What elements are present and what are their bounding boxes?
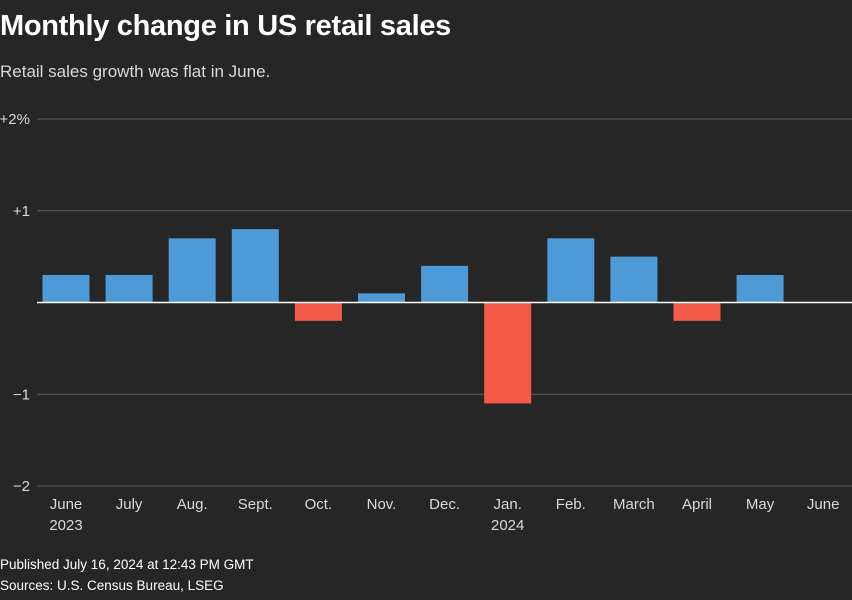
y-tick-label: +1 xyxy=(13,203,30,220)
x-tick-label: Aug. xyxy=(177,496,208,513)
x-year-label: 2024 xyxy=(491,517,524,534)
bar-chart: +2% +1 −1 −2 June 2023 July Aug. Sept. Oct. Nov. De… xyxy=(0,111,852,534)
sources-text: Sources: U.S. Census Bureau, LSEG xyxy=(0,578,224,593)
chart-subtitle: Retail sales growth was flat in June. xyxy=(0,62,271,81)
x-tick-label: March xyxy=(613,496,655,513)
bar xyxy=(736,274,784,303)
x-tick-label: Nov. xyxy=(367,496,397,513)
bar xyxy=(358,293,405,303)
bar xyxy=(231,229,279,303)
x-tick-label: Sept. xyxy=(238,496,273,513)
y-tick-label: −1 xyxy=(13,386,30,403)
x-tick-label: July xyxy=(116,496,143,513)
label-layer: +2% +1 −1 −2 June 2023 July Aug. Sept. Oct. Nov. De… xyxy=(0,111,839,534)
grid-layer xyxy=(37,118,852,487)
bar xyxy=(168,238,216,303)
x-tick-label: Feb. xyxy=(556,496,586,513)
bar xyxy=(610,256,658,303)
x-tick-label: May xyxy=(746,496,775,513)
bar-layer xyxy=(42,229,784,404)
x-tick-label: June xyxy=(807,496,840,513)
published-date: Published July 16, 2024 at 12:43 PM GMT xyxy=(0,557,254,572)
bar xyxy=(42,274,90,303)
x-tick-label: Oct. xyxy=(305,496,333,513)
x-tick-label: April xyxy=(682,496,712,513)
bar xyxy=(105,274,153,303)
y-tick-label: −2 xyxy=(13,478,30,495)
bar xyxy=(421,265,469,303)
x-tick-label: Jan. xyxy=(494,496,522,513)
chart-title: Monthly change in US retail sales xyxy=(0,10,451,42)
bar xyxy=(294,302,342,321)
bar xyxy=(547,238,595,303)
x-year-label: 2023 xyxy=(49,517,82,534)
y-tick-label: +2% xyxy=(0,111,30,128)
bar xyxy=(484,302,532,404)
bar xyxy=(673,302,721,321)
x-tick-label: June xyxy=(50,496,83,513)
x-tick-label: Dec. xyxy=(429,496,460,513)
